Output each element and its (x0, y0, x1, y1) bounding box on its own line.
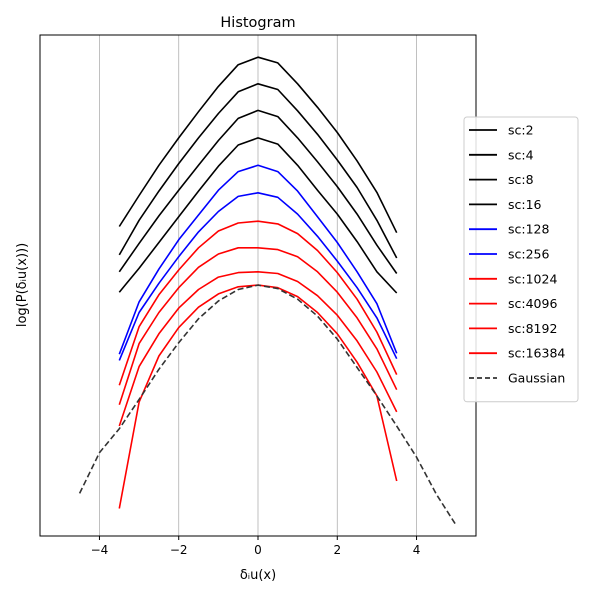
series-line-sc-4096 (118, 247, 398, 406)
chart-title: Histogram (220, 15, 295, 31)
legend-label: sc:2 (508, 123, 534, 138)
legend-label: sc:16384 (508, 346, 565, 361)
legend-label: sc:4 (508, 147, 534, 162)
series-line-sc-8192 (118, 271, 398, 427)
series-line-sc-1024 (118, 220, 398, 386)
x-tick-label: −4 (91, 543, 109, 557)
plot-lines (78, 56, 457, 526)
x-tick-label: −2 (170, 543, 188, 557)
x-tick-label: 0 (254, 543, 262, 557)
series-line-sc-8 (118, 109, 398, 274)
x-axis-label: δᵢu(x) (240, 568, 276, 583)
x-tick-label: 2 (333, 543, 341, 557)
x-axis-ticks: −4 −2 0 2 4 (91, 536, 421, 557)
legend-label: sc:1024 (508, 271, 557, 286)
legend: sc:2 sc:4 sc:8 sc:16 sc:128 sc:256 sc:1024 sc:4… (463, 116, 579, 403)
y-axis-label: log(P(δᵢu(x))) (15, 243, 30, 327)
series-line-sc-2 (118, 56, 398, 234)
series-line-sc-16 (118, 137, 398, 294)
series-line-sc-128 (118, 164, 398, 355)
legend-label: sc:256 (508, 247, 550, 262)
legend-label: Gaussian (508, 371, 565, 386)
x-tick-label: 4 (413, 543, 421, 557)
series-line-sc-4 (118, 83, 398, 259)
legend-label: sc:128 (508, 222, 550, 237)
legend-label: sc:16 (508, 197, 542, 212)
series-line-sc-256 (118, 192, 398, 361)
legend-box (463, 116, 579, 403)
legend-label: sc:8192 (508, 321, 557, 336)
legend-label: sc:4096 (508, 296, 557, 311)
legend-label: sc:8 (508, 172, 534, 187)
series-line-gaussian (78, 284, 457, 526)
